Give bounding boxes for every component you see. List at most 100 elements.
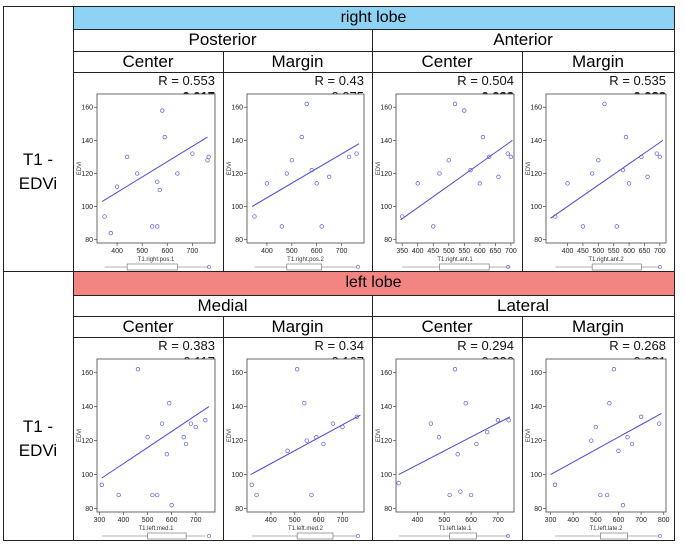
boxplot-box xyxy=(126,263,178,271)
data-point xyxy=(505,151,510,156)
grid-line xyxy=(73,295,674,296)
x-tick-label: 600 xyxy=(166,517,178,524)
y-tick-label: 100 xyxy=(380,204,392,211)
data-point xyxy=(436,435,442,440)
regression-line xyxy=(398,416,511,476)
r-value: R = 0.383 xyxy=(158,338,215,353)
data-point xyxy=(188,421,194,426)
y-tick-label: 160 xyxy=(530,370,542,377)
column-header: Center xyxy=(122,316,174,336)
data-point xyxy=(169,503,174,508)
y-axis-label: EDVi xyxy=(77,162,83,176)
data-point xyxy=(326,174,332,179)
plot-frame xyxy=(246,358,365,513)
row-label: T1 - EDVi xyxy=(3,72,73,271)
column-header: Margin xyxy=(271,51,324,71)
x-tick-label: 700 xyxy=(190,517,202,524)
data-point xyxy=(294,367,300,372)
data-point xyxy=(264,181,270,186)
data-point xyxy=(309,492,314,498)
grid-line xyxy=(73,72,674,73)
data-point xyxy=(452,367,458,372)
y-axis-label: EDVi xyxy=(77,429,83,443)
data-point xyxy=(654,151,659,156)
column-header: Margin xyxy=(572,51,624,71)
grid-line xyxy=(372,295,373,540)
x-tick-label: 600 xyxy=(465,517,477,524)
x-tick-label: 300 xyxy=(94,517,106,524)
regression-line xyxy=(550,139,664,219)
data-point xyxy=(167,401,172,406)
data-point xyxy=(330,421,336,426)
x-tick-label: 700 xyxy=(492,517,504,524)
y-axis-label: EDVi xyxy=(376,162,382,176)
data-point xyxy=(304,438,309,443)
data-point xyxy=(623,134,629,140)
scatter-plot: 80 100 120 140 160 400 500 600 700 T1.left.med.2 E… xyxy=(227,358,365,540)
y-tick-label: 140 xyxy=(231,404,243,411)
scatter-panel: R = 0.43p = 0.07580100120140160400500600… xyxy=(223,72,372,271)
r-value: R = 0.535 xyxy=(609,73,666,88)
boxplot-box xyxy=(591,263,642,271)
data-point xyxy=(157,187,162,193)
data-point xyxy=(614,224,619,229)
y-tick-label: 100 xyxy=(530,204,542,211)
data-point xyxy=(495,418,501,423)
data-point xyxy=(487,154,492,160)
r-value: R = 0.294 xyxy=(457,338,514,353)
x-tick-label: 500 xyxy=(289,517,301,524)
y-tick-label: 140 xyxy=(81,404,93,411)
x-tick-label: 400 xyxy=(118,517,130,524)
x-tick-label: 650 xyxy=(639,248,651,255)
boxplot-box xyxy=(449,532,477,540)
data-point xyxy=(629,441,635,447)
data-point xyxy=(162,134,167,140)
x-axis-label: T1.left.med.2 xyxy=(288,526,324,532)
y-tick-label: 120 xyxy=(530,438,542,445)
x-tick-label: 500 xyxy=(438,517,450,524)
y-tick-label: 140 xyxy=(231,138,243,145)
data-point xyxy=(607,401,612,406)
data-point xyxy=(175,171,180,176)
y-tick-label: 120 xyxy=(380,171,392,178)
plot-frame xyxy=(395,93,515,244)
data-point xyxy=(415,181,420,186)
column-header: Center xyxy=(421,51,473,71)
x-axis-label: T1.left.late.2 xyxy=(589,526,623,532)
regression-line xyxy=(101,136,208,203)
grid-line xyxy=(522,316,523,540)
data-point xyxy=(590,171,595,176)
row-label-line: EDVi xyxy=(18,440,58,460)
data-point xyxy=(638,414,644,419)
grid-line xyxy=(372,29,373,271)
boxplot-outlier xyxy=(658,534,662,538)
data-point xyxy=(354,414,359,419)
x-tick-label: 300 xyxy=(545,517,557,524)
data-point xyxy=(160,108,165,113)
y-tick-label: 100 xyxy=(231,472,243,479)
data-point xyxy=(506,418,511,423)
plot-frame xyxy=(96,358,216,513)
data-point xyxy=(206,154,211,160)
data-point xyxy=(304,101,309,107)
data-point xyxy=(252,214,257,219)
boxplot-box xyxy=(286,263,322,271)
data-point xyxy=(485,429,490,435)
y-tick-label: 120 xyxy=(231,171,243,178)
data-point xyxy=(480,134,486,140)
data-point xyxy=(183,441,189,447)
data-point xyxy=(508,154,514,160)
x-tick-label: 800 xyxy=(658,517,670,524)
scatter-panel: R = 0.504p = 0.0338010012014016035040045… xyxy=(372,72,522,271)
regression-line xyxy=(251,143,360,208)
y-tick-label: 140 xyxy=(380,404,392,411)
x-tick-label: 450 xyxy=(427,248,439,255)
row-label-line: EDVi xyxy=(18,173,58,193)
y-tick-label: 100 xyxy=(530,472,542,479)
x-tick-label: 600 xyxy=(623,248,635,255)
y-tick-label: 140 xyxy=(380,138,392,145)
grid-line xyxy=(223,51,224,271)
grid-line xyxy=(674,6,675,541)
r-value: R = 0.34 xyxy=(314,338,364,353)
x-tick-label: 600 xyxy=(313,517,325,524)
